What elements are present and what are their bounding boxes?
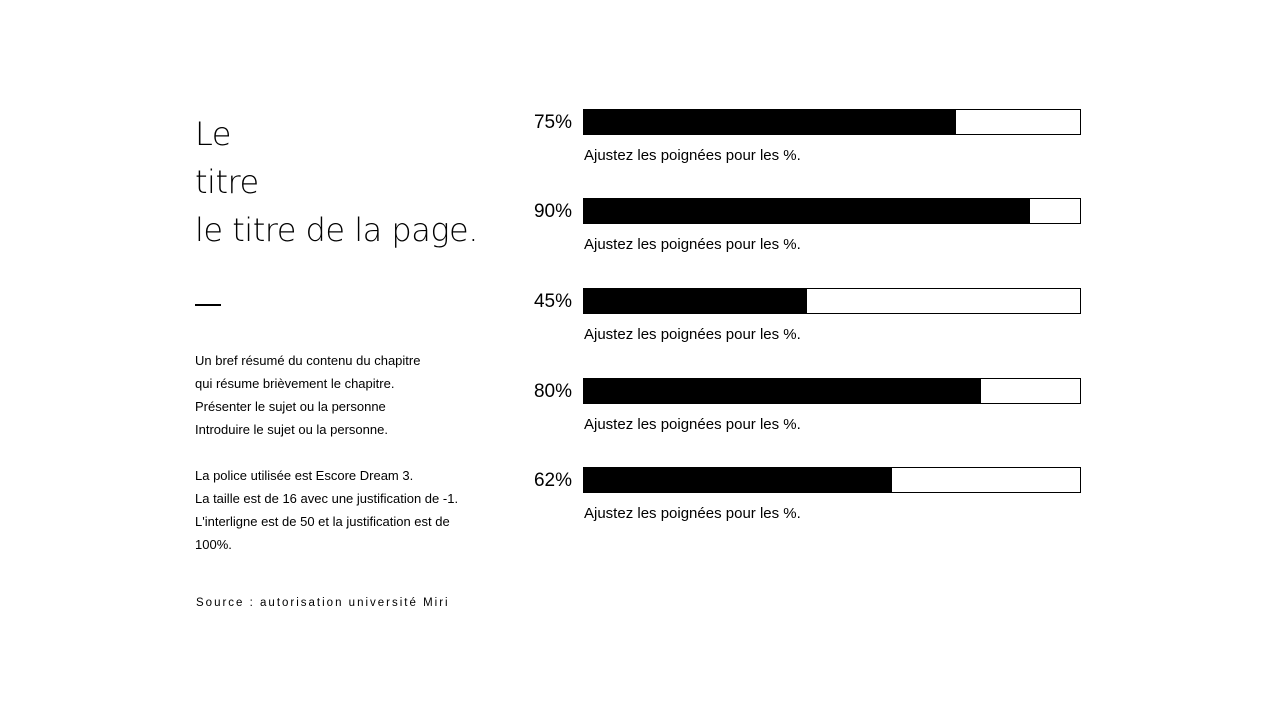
source-note: Source : autorisation université Miri (196, 597, 450, 609)
summary-line: 100%. (195, 537, 232, 552)
summary-text: Un bref résumé du contenu du chapitre qu… (195, 349, 458, 556)
percent-label: 90% (533, 201, 572, 222)
progress-row: 90% Ajustez les poignées pour les %. (520, 198, 1090, 258)
progress-fill (584, 199, 1031, 223)
summary-line: La taille est de 16 avec une justificati… (195, 491, 459, 506)
page-title: Le titre le titre de la page. (195, 110, 478, 254)
percent-label: 45% (533, 291, 572, 312)
progress-fill (584, 468, 892, 492)
divider (195, 304, 221, 306)
progress-bar (583, 109, 1081, 135)
summary-line (195, 441, 458, 464)
summary-line: La police utilisée est Escore Dream 3. (195, 468, 414, 483)
progress-row: 62% Ajustez les poignées pour les %. (520, 467, 1090, 527)
progress-fill (584, 379, 981, 403)
title-line: titre (195, 163, 259, 201)
progress-row: 45% Ajustez les poignées pour les %. (520, 288, 1090, 348)
bar-caption: Ajustez les poignées pour les %. (584, 326, 801, 343)
percent-label: 62% (533, 470, 572, 491)
bar-caption: Ajustez les poignées pour les %. (584, 236, 801, 253)
progress-bar (583, 378, 1081, 404)
title-line: le titre de la page. (195, 211, 478, 249)
percent-label: 75% (533, 112, 572, 133)
progress-bar (583, 467, 1081, 493)
progress-bar (583, 288, 1081, 314)
progress-fill (584, 289, 808, 313)
summary-line: Un bref résumé du contenu du chapitre (195, 353, 421, 368)
progress-row: 75% Ajustez les poignées pour les %. (520, 109, 1090, 169)
summary-line: qui résume brièvement le chapitre. (195, 376, 395, 391)
bar-caption: Ajustez les poignées pour les %. (584, 147, 801, 164)
bar-caption: Ajustez les poignées pour les %. (584, 416, 801, 433)
summary-line: Présenter le sujet ou la personne (195, 399, 386, 414)
progress-bar (583, 198, 1081, 224)
title-line: Le (195, 115, 231, 153)
summary-line: L'interligne est de 50 et la justificati… (195, 514, 450, 529)
bar-caption: Ajustez les poignées pour les %. (584, 505, 801, 522)
progress-fill (584, 110, 956, 134)
percent-label: 80% (533, 381, 572, 402)
summary-line: Introduire le sujet ou la personne. (195, 422, 388, 437)
progress-row: 80% Ajustez les poignées pour les %. (520, 378, 1090, 438)
